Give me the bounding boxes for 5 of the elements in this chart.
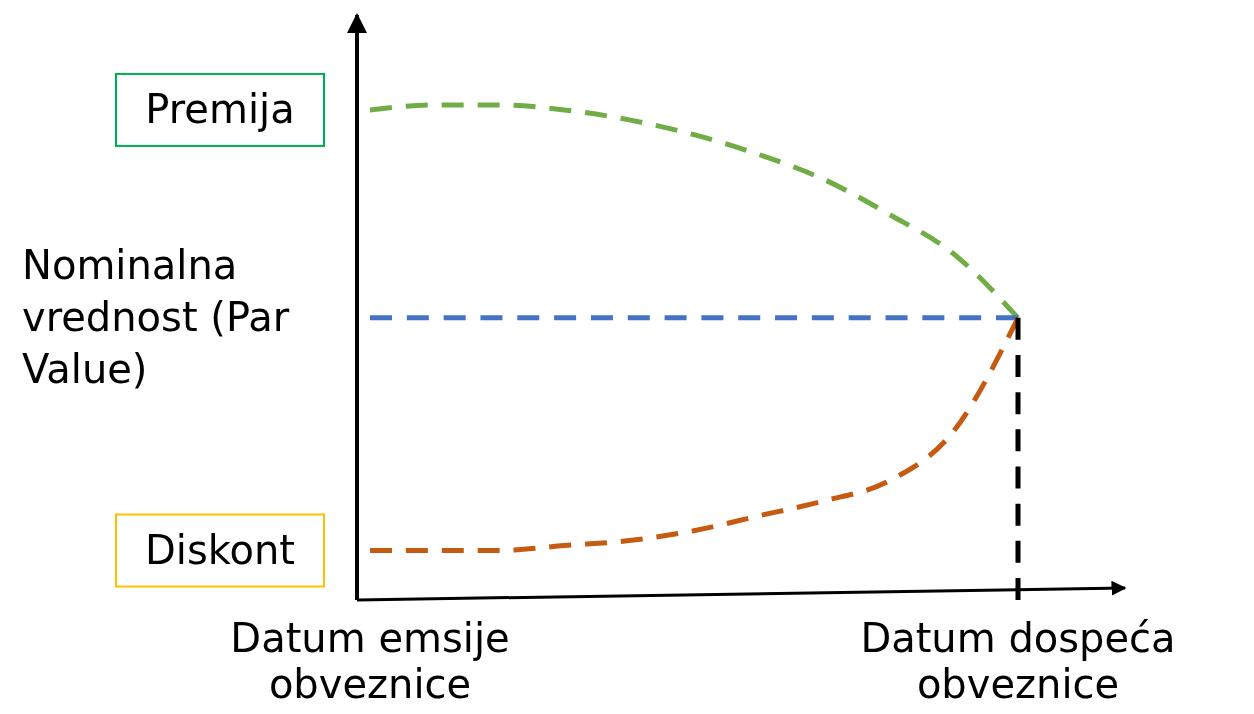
x-tick-label: Datum emsije obveznice: [230, 615, 510, 707]
text: Premija: [145, 85, 295, 132]
text: Nominalna vrednost (Par Value): [22, 241, 290, 392]
x-tick-label: Datum dospeća obveznice: [860, 615, 1176, 707]
text: Diskont: [145, 526, 295, 573]
